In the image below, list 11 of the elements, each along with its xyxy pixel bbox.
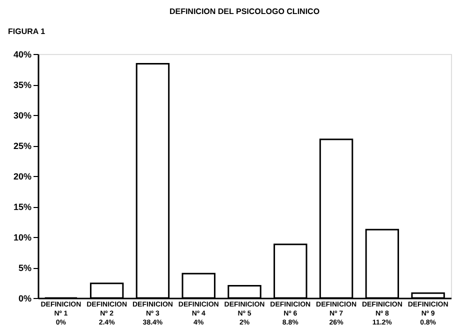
y-tick-label: 35% [13, 80, 32, 90]
text: FIGURA 1 [8, 27, 46, 36]
y-tick-label: 15% [13, 202, 32, 212]
chart-title: DEFINICION DEL PSICOLOGO CLINICO [169, 7, 320, 16]
y-tick-label: 25% [13, 141, 32, 151]
y-tick-label: 10% [13, 232, 32, 242]
y-tick-label: 30% [13, 110, 32, 120]
y-tick-label: 40% [13, 50, 32, 60]
y-tick-label: 0% [18, 294, 32, 304]
y-tick-label: 5% [18, 263, 32, 273]
y-tick-label: 20% [13, 172, 32, 182]
